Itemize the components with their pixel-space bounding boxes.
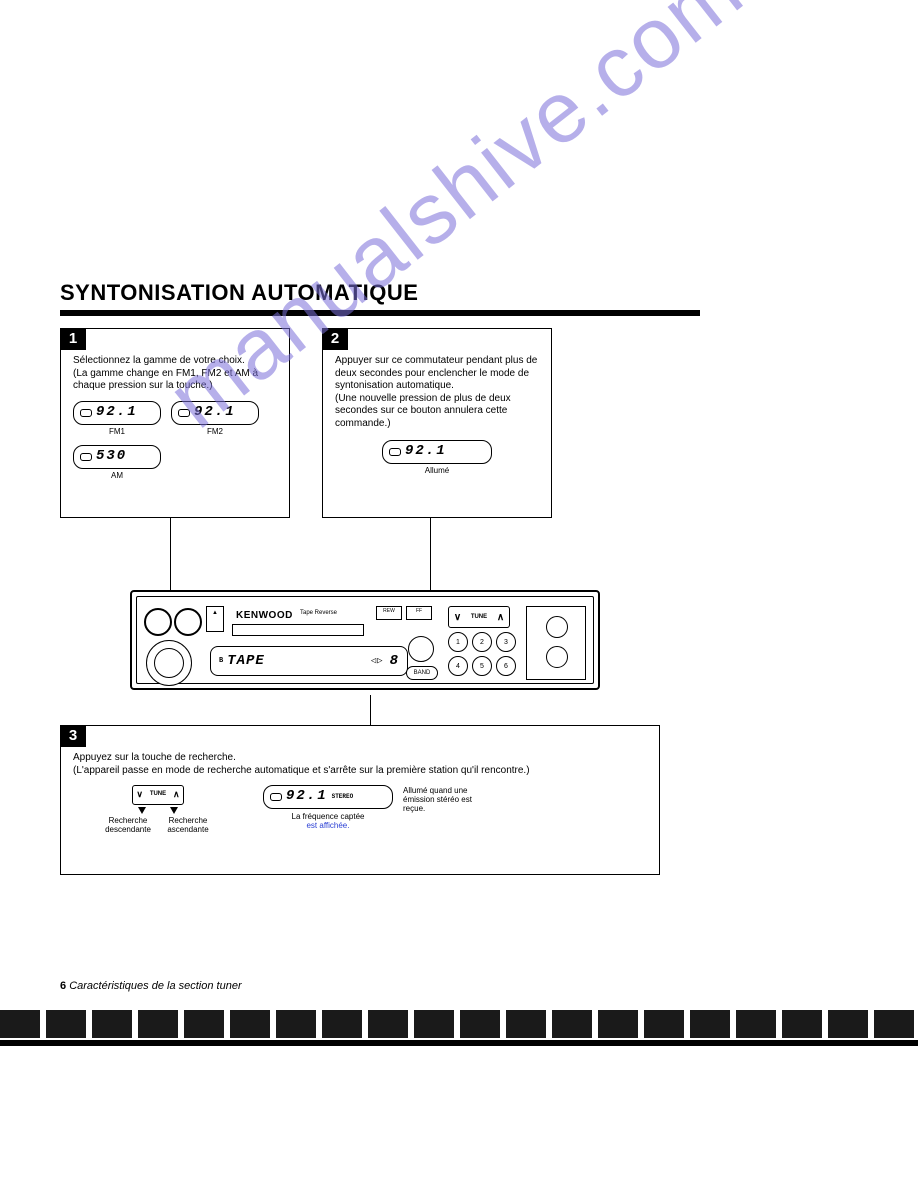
brand-sub: Tape Reverse [300,610,337,616]
lcd-fm1: 92.1 [73,401,161,425]
preset-3: 3 [496,632,516,652]
lcd-am: 530 [73,445,161,469]
stereo-note: Allumé quand une émission stéréo est reç… [403,787,493,813]
preset-5: 5 [472,656,492,676]
step-1-badge: 1 [60,328,86,350]
step-3-line2: (L'appareil passe en mode de recherche a… [73,765,647,778]
arrow-down-icon [170,807,178,814]
tune-button-drawing: ∨ TUNE ∧ [132,785,184,805]
tune-label: TUNE [150,791,166,799]
lcd-step2-label: Allumé [425,466,449,476]
cassette-slot [232,624,364,636]
lcd-step2: 92.1 [382,440,492,464]
rew-button: REW [376,606,402,620]
scan-artifact [0,1040,918,1046]
lcd-step3: 92.1 STEREO [263,785,393,809]
preset-6: 6 [496,656,516,676]
footer-section: Caractéristiques de la section tuner [69,980,241,992]
desc-down: Recherche descendante [103,817,153,835]
lcd-fm1-group: 92.1 FM1 [73,401,161,437]
lcd-fm1-value: 92.1 [96,404,138,422]
desc-up: Recherche ascendante [163,817,213,835]
lcd-am-value: 530 [96,448,127,466]
step-3-badge: 3 [60,725,86,747]
title-underline [60,310,700,316]
page-number: 6 [60,980,66,992]
ff-button: FF [406,606,432,620]
auto-icon [178,409,190,417]
step-2-line2: (Une nouvelle pression de plus de deux s… [335,393,539,431]
chevron-down-icon: ∨ [136,789,143,800]
loud-button [546,646,568,668]
auto-icon [270,793,282,801]
preset-2: 2 [472,632,492,652]
step-1-text: Sélectionnez la gamme de votre choix. (L… [73,355,277,393]
connector-line [430,518,431,590]
aux-button [546,616,568,638]
arrow-down-icon [138,807,146,814]
radio-display: B TAPE ◁▷ 8 [210,646,408,676]
page-title: SYNTONISATION AUTOMATIQUE [60,280,700,306]
lcd-am-group: 530 AM [73,445,161,481]
brand-label: KENWOOD [236,610,293,621]
b-indicator: B [219,657,223,665]
step-1-line2: (La gamme change en FM1, FM2 et AM à cha… [73,368,277,393]
lcd-fm2: 92.1 [171,401,259,425]
lcd-caption1: La fréquence captée [292,812,365,821]
lcd-fm2-group: 92.1 FM2 [171,401,259,437]
step-2-badge: 2 [322,328,348,350]
car-stereo-illustration: ▲ KENWOOD Tape Reverse B TAPE ◁▷ 8 REW F… [130,590,600,690]
manual-page: SYNTONISATION AUTOMATIQUE 1 Sélectionnez… [60,280,700,334]
tuning-knob [146,640,192,686]
step-3-line1: Appuyez sur la touche de recherche. [73,752,647,765]
connector-line [370,695,371,725]
power-knob [144,608,172,636]
step-1-line1: Sélectionnez la gamme de votre choix. [73,355,277,368]
tune-illustration: ∨ TUNE ∧ Recherche descendante Recherche… [103,785,213,835]
page-footer: 6 Caractéristiques de la section tuner [60,980,242,992]
step-3-text: Appuyez sur la touche de recherche. (L'a… [73,752,647,777]
lcd-am-label: AM [111,471,123,481]
mode-button [408,636,434,662]
eject-button: ▲ [206,606,224,632]
preset-1: 1 [448,632,468,652]
lcd-step2-value: 92.1 [405,443,447,461]
tuning-knob-inner [154,648,184,678]
lcd-caption2: est affichée. [306,821,349,830]
auto-icon [389,448,401,456]
step-2-line1: Appuyer sur ce commutateur pendant plus … [335,355,539,393]
step-3-box: 3 Appuyez sur la touche de recherche. (L… [60,725,660,875]
chevron-down-icon: ∨ [454,612,461,623]
lcd-fm2-label: FM2 [207,427,223,437]
preset-4: 4 [448,656,468,676]
connector-line [170,518,171,590]
step-1-box: 1 Sélectionnez la gamme de votre choix. … [60,328,290,518]
scan-artifact [0,1010,918,1038]
chevron-up-icon: ∧ [173,789,180,800]
step-2-box: 2 Appuyer sur ce commutateur pendant plu… [322,328,552,518]
auto-icon [80,453,92,461]
auto-icon [80,409,92,417]
volume-knob [174,608,202,636]
lcd-step2-group: 92.1 Allumé [382,440,492,476]
lcd-fm1-label: FM1 [109,427,125,437]
lcd-step3-value: 92.1 [286,788,328,806]
band-button: BAND [406,666,438,680]
radio-display-side: 8 [390,653,399,669]
radio-display-text: TAPE [227,653,265,669]
tune-rocker: ∨ TUNE ∧ [448,606,510,628]
lcd-step3-group: 92.1 STEREO La fréquence captée est affi… [263,785,493,831]
lcd-caption: La fréquence captée est affichée. [292,813,365,831]
lcd-fm2-value: 92.1 [194,404,236,422]
tune-text: TUNE [471,614,487,620]
step-2-text: Appuyer sur ce commutateur pendant plus … [335,355,539,430]
chevron-up-icon: ∧ [497,612,504,623]
stereo-indicator: STEREO [332,793,354,801]
